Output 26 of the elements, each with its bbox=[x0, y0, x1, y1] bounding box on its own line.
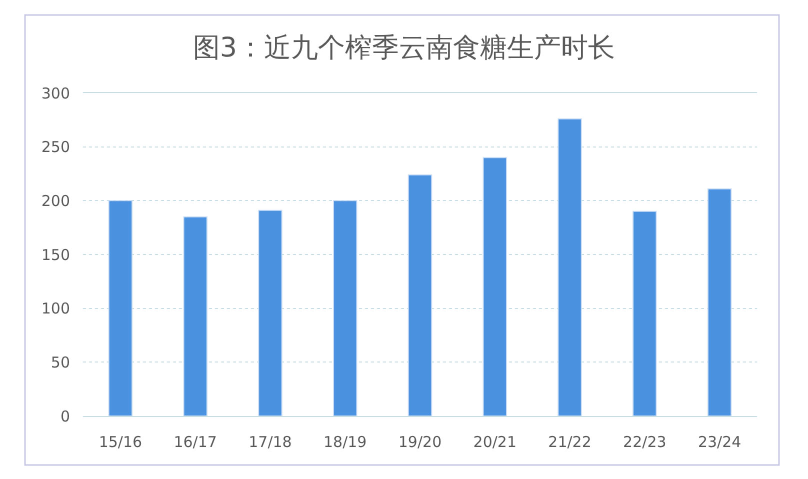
bar bbox=[632, 210, 657, 416]
bar bbox=[707, 188, 732, 416]
x-tick-label: 16/17 bbox=[174, 433, 217, 451]
y-tick-label: 100 bbox=[41, 300, 70, 318]
y-tick-label: 150 bbox=[41, 246, 70, 264]
bar bbox=[258, 210, 282, 416]
y-tick-label: 0 bbox=[60, 407, 70, 426]
x-tick-label: 18/19 bbox=[323, 433, 367, 451]
bar bbox=[408, 174, 432, 416]
x-tick-label: 17/18 bbox=[248, 433, 292, 451]
bar bbox=[183, 216, 208, 416]
bar bbox=[558, 118, 582, 416]
y-tick-label: 200 bbox=[41, 192, 70, 210]
x-tick-label: 15/16 bbox=[98, 433, 142, 451]
bar bbox=[333, 200, 358, 416]
chart-title: 图3：近九个榨季云南食糖生产时长 bbox=[192, 32, 616, 64]
bar bbox=[108, 200, 133, 416]
y-tick-label: 50 bbox=[50, 353, 70, 372]
y-tick-label: 250 bbox=[41, 138, 70, 156]
x-tick-label: 21/22 bbox=[548, 433, 592, 451]
y-tick-label: 300 bbox=[41, 84, 70, 102]
x-tick-label: 20/21 bbox=[473, 433, 517, 451]
x-tick-label: 22/23 bbox=[623, 433, 666, 451]
bar bbox=[482, 157, 507, 416]
x-tick-label: 19/20 bbox=[398, 433, 442, 451]
x-tick-label: 23/24 bbox=[698, 433, 742, 451]
